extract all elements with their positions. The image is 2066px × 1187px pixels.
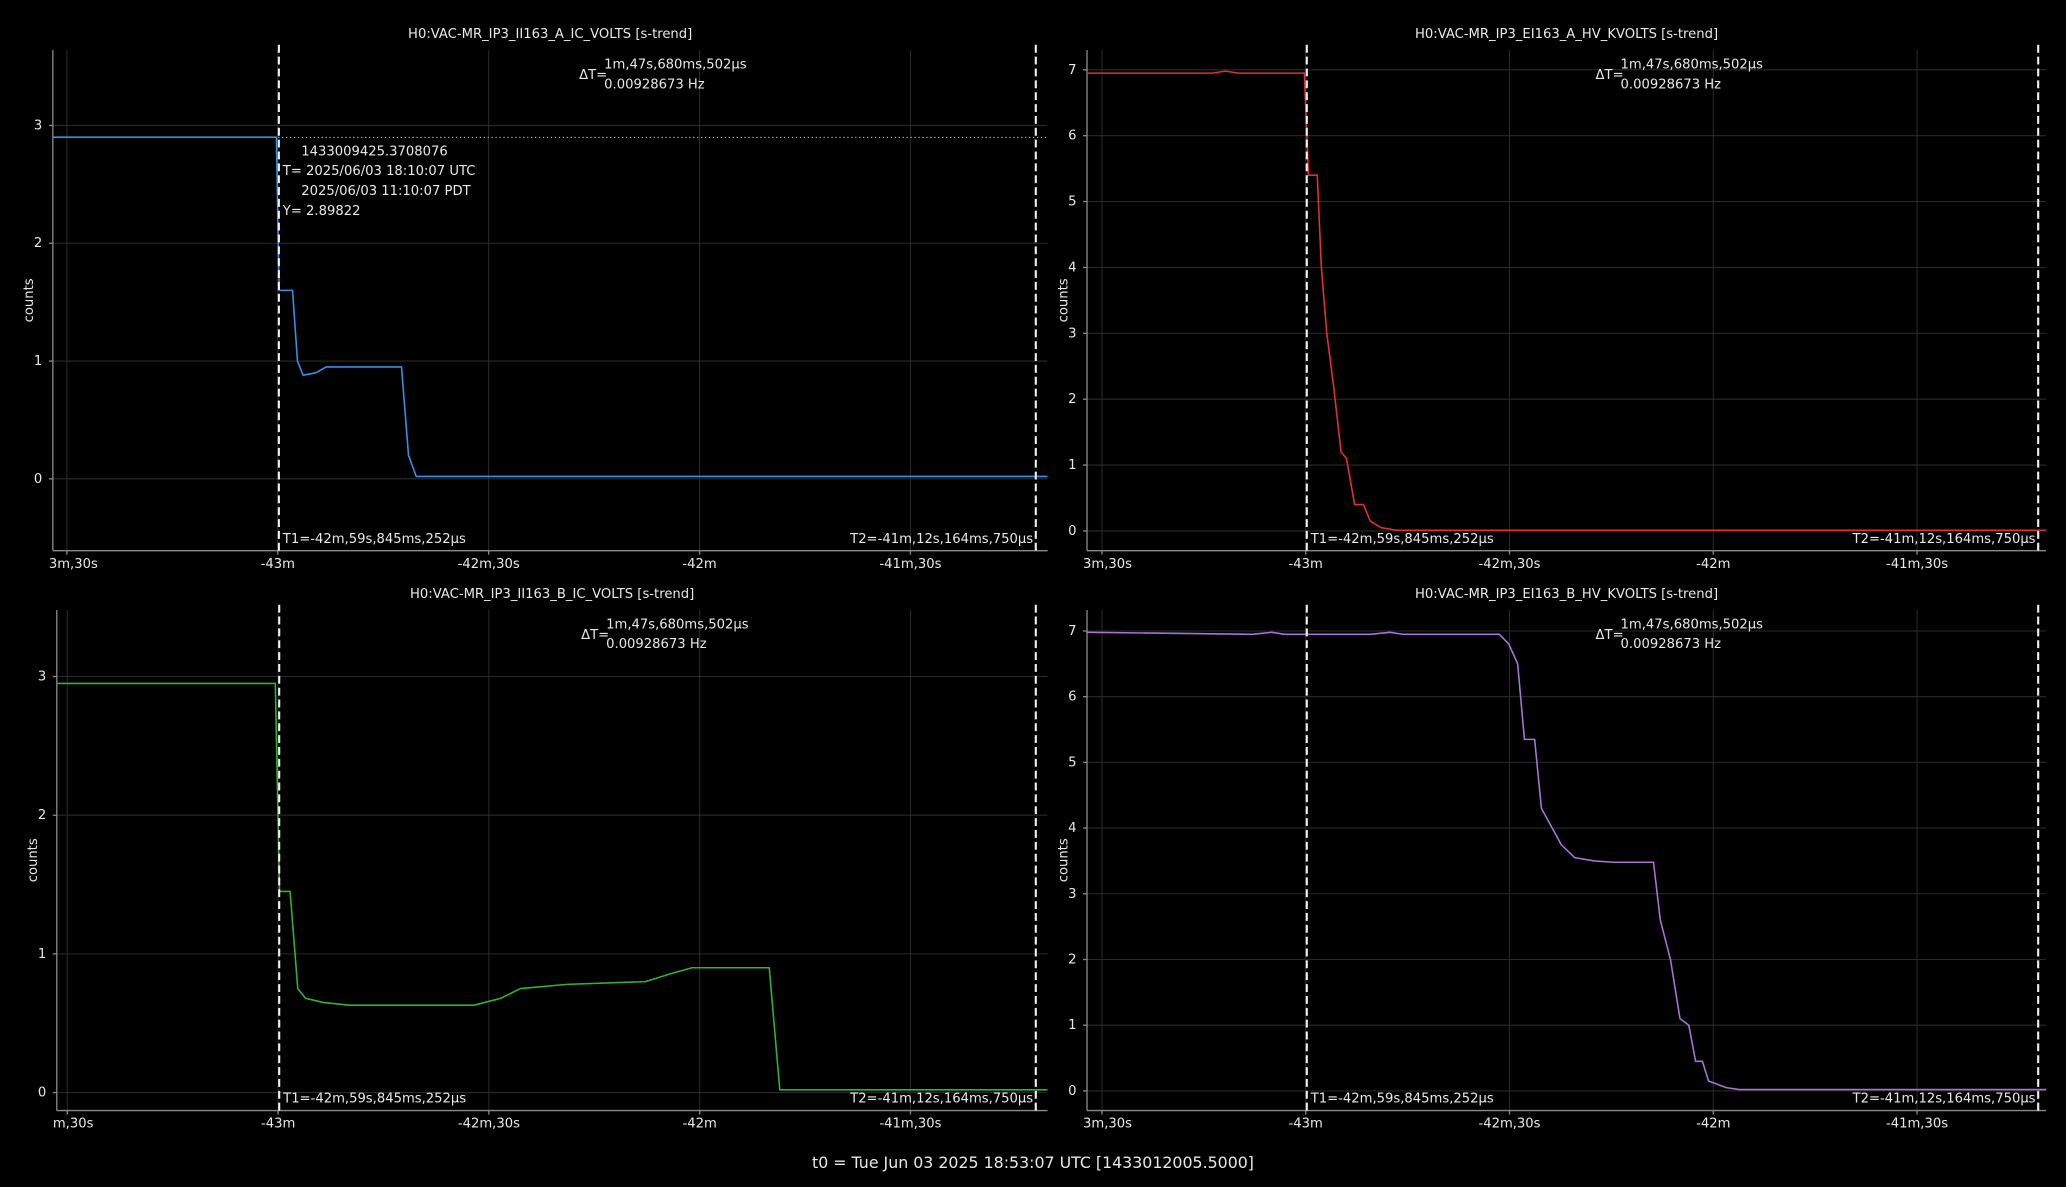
- series-line: [1087, 70, 2047, 532]
- delta-time: 1m,47s,680ms,502µs: [604, 58, 747, 73]
- cursor-label: T2=-41m,12s,164ms,750µs: [1852, 1092, 2036, 1107]
- y-tick-label: 7: [1068, 624, 1076, 639]
- x-tick-label: -43m: [261, 557, 295, 572]
- y-axis-label: counts: [1056, 838, 1071, 882]
- x-tick-label: -43m: [1289, 557, 1323, 572]
- y-tick-label: 1: [34, 354, 42, 369]
- y-tick-label: 7: [1068, 63, 1076, 78]
- y-tick-label: 5: [1068, 755, 1076, 770]
- y-tick-label: 3: [34, 118, 42, 133]
- delta-label: ΔT=: [1596, 68, 1624, 83]
- y-tick-label: 2: [34, 236, 42, 251]
- x-tick-label: 3m,30s: [1083, 1117, 1132, 1132]
- x-tick-label: 3m,30s: [1083, 557, 1132, 572]
- y-axis-label: counts: [26, 838, 41, 882]
- x-tick-label: -43m: [1289, 1117, 1323, 1132]
- y-axis-label: counts: [22, 278, 37, 322]
- cursor-label: T2=-41m,12s,164ms,750µs: [849, 532, 1033, 547]
- x-tick-label: m,30s: [53, 1117, 94, 1132]
- cursor-label: T2=-41m,12s,164ms,750µs: [849, 1092, 1033, 1107]
- y-tick-label: 2: [38, 808, 46, 823]
- y-tick-label: 1: [1068, 1018, 1076, 1033]
- x-tick-label: -41m,30s: [879, 557, 941, 572]
- delta-label: ΔT=: [579, 68, 607, 83]
- y-tick-label: 3: [1068, 326, 1076, 341]
- chart-panel: H0:VAC-MR_IP3_II163_A_IC_VOLTS [s-trend]…: [22, 27, 1048, 572]
- y-tick-label: 1: [38, 947, 46, 962]
- delta-time: 1m,47s,680ms,502µs: [606, 617, 749, 632]
- x-tick-label: 3m,30s: [49, 557, 98, 572]
- cursor-label: T1=-42m,59s,845ms,252µs: [282, 1092, 466, 1107]
- cursor-annotation: 2025/06/03 11:10:07 PDT: [301, 184, 471, 199]
- y-tick-label: 2: [1068, 392, 1076, 407]
- footer: t0 = Tue Jun 03 2025 18:53:07 UTC [14330…: [812, 1153, 1254, 1172]
- x-tick-label: -42m: [683, 1117, 717, 1132]
- chart-title: H0:VAC-MR_IP3_EI163_B_HV_KVOLTS [s-trend…: [1415, 587, 1718, 602]
- chart-title: H0:VAC-MR_IP3_II163_B_IC_VOLTS [s-trend]: [410, 587, 694, 602]
- delta-time: 1m,47s,680ms,502µs: [1621, 617, 1764, 632]
- y-tick-label: 2: [1068, 952, 1076, 967]
- delta-frequency: 0.00928673 Hz: [1621, 77, 1722, 92]
- crosshair-label: Y= 2.89822: [282, 204, 361, 219]
- delta-frequency: 0.00928673 Hz: [1621, 637, 1722, 652]
- y-tick-label: 3: [1068, 887, 1076, 902]
- chart-panel: H0:VAC-MR_IP3_EI163_A_HV_KVOLTS [s-trend…: [1056, 27, 2047, 572]
- y-tick-label: 6: [1068, 690, 1076, 705]
- y-tick-label: 0: [38, 1086, 46, 1101]
- series-line: [52, 136, 1048, 478]
- y-tick-label: 1: [1068, 458, 1076, 473]
- x-tick-label: -42m: [682, 557, 716, 572]
- y-tick-label: 0: [1068, 524, 1076, 539]
- cursor-label: T1=-42m,59s,845ms,252µs: [282, 532, 466, 547]
- y-tick-label: 5: [1068, 195, 1076, 210]
- y-tick-label: 6: [1068, 129, 1076, 144]
- series-line: [56, 682, 1048, 1091]
- x-tick-label: -42m,30s: [1478, 557, 1540, 572]
- delta-frequency: 0.00928673 Hz: [604, 77, 705, 92]
- x-tick-label: -42m,30s: [1478, 1117, 1540, 1132]
- delta-frequency: 0.00928673 Hz: [606, 637, 707, 652]
- x-tick-label: -42m: [1696, 557, 1730, 572]
- y-tick-label: 3: [38, 670, 46, 685]
- chart-panel: H0:VAC-MR_IP3_EI163_B_HV_KVOLTS [s-trend…: [1056, 587, 2047, 1132]
- y-axis-label: counts: [1056, 278, 1071, 322]
- x-tick-label: -41m,30s: [879, 1117, 941, 1132]
- chart-title: H0:VAC-MR_IP3_EI163_A_HV_KVOLTS [s-trend…: [1415, 27, 1718, 42]
- series-line: [1087, 631, 2047, 1091]
- chart-title: H0:VAC-MR_IP3_II163_A_IC_VOLTS [s-trend]: [408, 27, 692, 42]
- cursor-label: T2=-41m,12s,164ms,750µs: [1852, 532, 2036, 547]
- y-tick-label: 0: [34, 472, 42, 487]
- x-tick-label: -43m: [261, 1117, 295, 1132]
- y-tick-label: 0: [1068, 1084, 1076, 1099]
- x-tick-label: -42m,30s: [458, 1117, 520, 1132]
- cursor-annotation: T= 2025/06/03 18:10:07 UTC: [282, 164, 476, 179]
- x-tick-label: -42m,30s: [458, 557, 520, 572]
- delta-label: ΔT=: [1596, 628, 1624, 643]
- cursor-label: T1=-42m,59s,845ms,252µs: [1310, 1092, 1494, 1107]
- x-tick-label: -41m,30s: [1886, 1117, 1948, 1132]
- y-tick-label: 4: [1068, 260, 1076, 275]
- cursor-annotation: 1433009425.3708076: [301, 145, 447, 160]
- chart-panel: H0:VAC-MR_IP3_II163_B_IC_VOLTS [s-trend]…: [26, 587, 1048, 1132]
- cursor-label: T1=-42m,59s,845ms,252µs: [1310, 532, 1494, 547]
- x-tick-label: -41m,30s: [1886, 557, 1948, 572]
- x-tick-label: -42m: [1696, 1117, 1730, 1132]
- delta-label: ΔT=: [581, 628, 609, 643]
- y-tick-label: 4: [1068, 821, 1076, 836]
- delta-time: 1m,47s,680ms,502µs: [1621, 58, 1764, 73]
